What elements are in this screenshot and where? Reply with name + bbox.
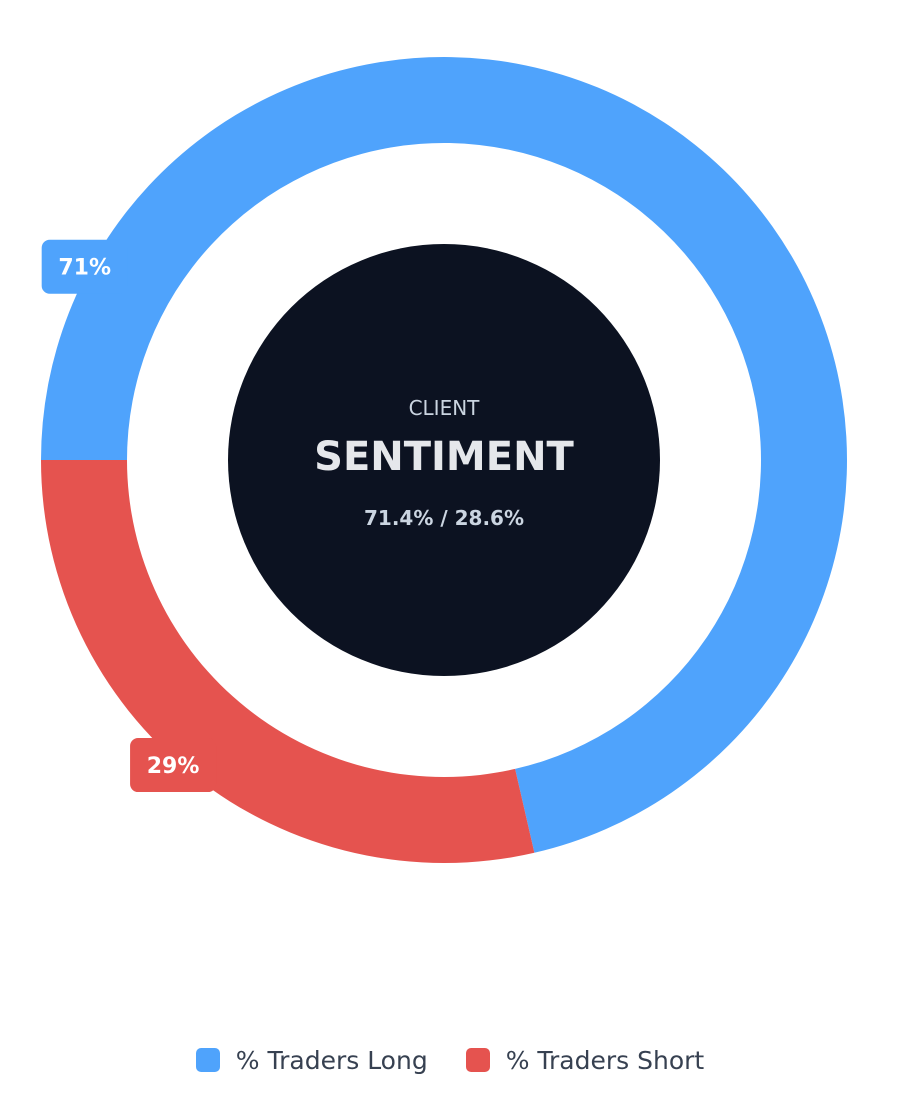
donut-segment-short[interactable] <box>41 460 535 864</box>
data-label-bg-long <box>41 239 128 294</box>
legend: % Traders Long % Traders Short <box>0 1040 900 1080</box>
legend-swatch-short <box>465 1048 490 1072</box>
center-caption: CLIENT <box>409 396 481 420</box>
data-label-long: 71% <box>58 256 111 281</box>
legend-swatch-long <box>195 1048 220 1072</box>
donut-segments <box>41 56 848 864</box>
data-labels: 71% 29% <box>41 239 217 793</box>
legend-label-long: % Traders Long <box>235 1045 428 1075</box>
center-values: 71.4% / 28.6% <box>364 506 524 530</box>
legend-item-short[interactable]: % Traders Short <box>465 1045 705 1075</box>
legend-label-short: % Traders Short <box>505 1045 705 1075</box>
legend-item-long[interactable]: % Traders Long <box>195 1045 428 1075</box>
data-label-short: 29% <box>147 754 200 779</box>
center-disc <box>228 244 660 676</box>
data-label-bg-short <box>130 738 217 793</box>
center-title: SENTIMENT <box>314 434 574 480</box>
